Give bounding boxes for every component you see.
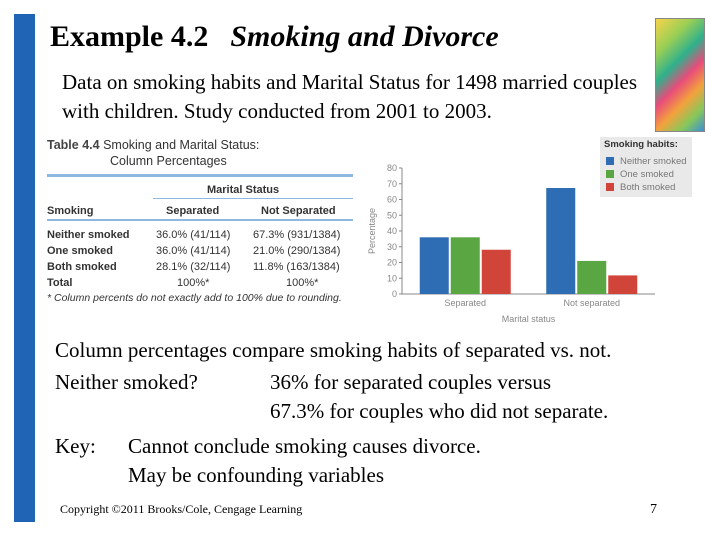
body-line-3: 67.3% for couples who did not separate. — [270, 399, 609, 423]
table-title-line1: Smoking and Marital Status: — [103, 138, 260, 152]
table-footnote: * Column percents do not exactly add to … — [47, 292, 342, 304]
table-title-line2: Column Percentages — [110, 154, 227, 168]
intro-text: Data on smoking habits and Marital Statu… — [62, 70, 638, 123]
table-group-rule — [153, 198, 353, 199]
y-tick-label: 20 — [387, 258, 397, 268]
legend-label: One smoked — [620, 168, 674, 180]
bar — [546, 188, 576, 294]
bar — [481, 249, 511, 294]
table-cell: 67.3% (931/1384) — [253, 229, 341, 241]
y-tick-label: 40 — [387, 226, 397, 236]
table-cell: 36.0% (41/114) — [156, 245, 231, 257]
bar — [419, 237, 449, 294]
table-cell: 36.0% (41/114) — [156, 229, 231, 241]
left-accent-bar — [14, 14, 35, 522]
key-label: Key: — [55, 434, 96, 458]
copyright-text: Copyright ©2011 Brooks/Cole, Cengage Lea… — [60, 502, 303, 516]
y-tick-label: 70 — [387, 179, 397, 189]
table-cell: 21.0% (290/1384) — [253, 245, 341, 257]
table-cell: 28.1% (32/114) — [156, 261, 231, 273]
legend-swatch — [606, 183, 614, 191]
body-line-2-value: 36% for separated couples versus — [270, 370, 552, 394]
x-tick-label: Not separated — [563, 298, 620, 308]
bar-chart: 0 10 20 30 40 50 60 70 80 Percentage Separated Not … — [367, 163, 655, 324]
table-cell: 11.8% (163/1384) — [253, 261, 340, 273]
legend-swatch — [606, 157, 614, 165]
table-row-label: Total — [47, 277, 73, 289]
table-row-label: Both smoked — [47, 261, 117, 273]
table-row-label: One smoked — [47, 245, 114, 257]
body-line-1: Column percentages compare smoking habit… — [55, 338, 612, 362]
table-group-header: Marital Status — [207, 184, 280, 196]
y-tick-label: 30 — [387, 242, 397, 252]
y-tick-label: 60 — [387, 195, 397, 205]
table-title: Table 4.4 Smoking and Marital Status: Co… — [47, 137, 259, 169]
y-tick-label: 10 — [387, 273, 397, 283]
legend-swatch — [606, 170, 614, 178]
table-cell: 100%* — [286, 277, 319, 289]
slide-title: Example 4.2 Smoking and Divorce — [50, 20, 499, 54]
y-tick-label: 0 — [392, 289, 397, 299]
table-header-rule — [47, 219, 353, 221]
corner-logo-image — [655, 18, 705, 132]
y-axis-label: Percentage — [367, 208, 377, 254]
legend-title: Smoking habits: — [604, 139, 678, 150]
table-col-header-separated: Separated — [166, 205, 220, 217]
legend-item: One smoked — [606, 168, 674, 180]
table-col-header-not-separated: Not Separated — [261, 205, 336, 217]
bar — [608, 275, 638, 294]
x-axis-label: Marital status — [502, 314, 556, 324]
title-subtitle: Smoking and Divorce — [230, 20, 499, 53]
table-row-header: Smoking — [47, 205, 94, 217]
table-row-label: Neither smoked — [47, 229, 130, 241]
page-number: 7 — [650, 502, 657, 517]
table-cell: 100%* — [177, 277, 210, 289]
y-tick-label: 80 — [387, 163, 397, 173]
legend-label: Neither smoked — [620, 155, 687, 167]
table-top-rule — [47, 174, 353, 177]
title-main: Example 4.2 — [50, 20, 209, 53]
bar — [577, 260, 607, 294]
key-line-1: Cannot conclude smoking causes divorce. — [128, 434, 481, 458]
legend-item: Neither smoked — [606, 155, 687, 167]
legend-label: Both smoked — [620, 181, 676, 193]
chart-legend: Smoking habits: Neither smoked One smoke… — [600, 137, 692, 197]
key-line-2: May be confounding variables — [128, 463, 385, 487]
x-tick-label: Separated — [444, 298, 486, 308]
table-number: Table 4.4 — [47, 138, 100, 152]
y-tick-label: 50 — [387, 210, 397, 220]
bar — [450, 237, 480, 294]
legend-item: Both smoked — [606, 181, 675, 193]
body-line-2-label: Neither smoked? — [55, 370, 198, 394]
